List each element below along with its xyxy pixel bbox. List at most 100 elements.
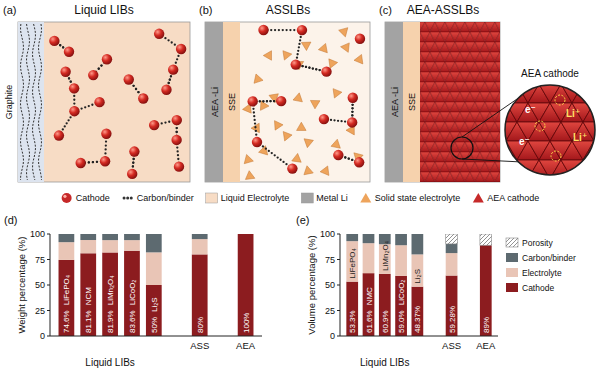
- panel-letter: (d): [4, 214, 17, 226]
- value-label: 83.6%: [128, 310, 137, 333]
- sse-particle: [301, 42, 311, 50]
- tick-label: 0: [40, 331, 45, 341]
- carbon-dot: [66, 122, 68, 124]
- carbon-dot: [297, 50, 299, 52]
- aea-grain: [495, 84, 517, 103]
- sse-particle: [341, 43, 350, 52]
- category-label: AEA: [236, 340, 256, 351]
- cathode-particle: [149, 120, 159, 130]
- tick-label: 75: [35, 255, 45, 265]
- cathode-particle: [297, 25, 307, 35]
- metal-li: [205, 22, 223, 182]
- carbon-dot: [177, 154, 179, 156]
- bar-segment: [480, 245, 492, 336]
- carbon-dot: [301, 65, 303, 67]
- carbon-dot: [312, 67, 314, 69]
- strip-label: Graphite: [4, 85, 14, 120]
- carbon-dot: [73, 95, 75, 97]
- cathode-particle: [76, 158, 86, 168]
- aea-grain: [473, 141, 495, 160]
- sse-particle: [251, 123, 259, 133]
- carbon-dot: [175, 62, 177, 64]
- bars: [59, 234, 254, 336]
- carbon-dot: [253, 115, 255, 117]
- zoom-line: [462, 159, 518, 162]
- value-label: 74.6%: [62, 310, 71, 333]
- carbon-dot: [104, 152, 106, 154]
- aea-grain: [484, 141, 506, 160]
- carbon-dot: [132, 85, 134, 87]
- carbon-dot: [301, 65, 303, 67]
- panel-letter: (e): [296, 214, 309, 226]
- carbon-dot: [98, 68, 100, 70]
- carbon-dot: [266, 100, 268, 102]
- cathode-particle: [100, 156, 110, 166]
- sse-particle: [254, 74, 263, 83]
- carbon-dot: [100, 64, 102, 66]
- carbon-dot: [259, 100, 261, 102]
- carbon-dot: [62, 46, 64, 48]
- carbon-dot: [253, 119, 255, 121]
- legend-label: Liquid Electrolyte: [221, 193, 290, 203]
- carbon-dot: [105, 140, 107, 142]
- carbon-dot: [176, 131, 178, 133]
- aea-grain: [484, 160, 506, 179]
- carbon-dot: [73, 102, 75, 104]
- aea-grain: [495, 22, 500, 32]
- legend-label: Solid state electrolyte: [375, 193, 461, 203]
- category-label: LiCoO₂: [397, 280, 406, 306]
- carbon-dot: [298, 43, 300, 45]
- carbon-dot: [308, 67, 310, 69]
- carbon-dot: [67, 119, 69, 121]
- carbon-dot: [273, 100, 275, 102]
- tick: [47, 336, 50, 337]
- tick: [337, 234, 340, 235]
- value-label: 80%: [196, 317, 205, 333]
- carbon-dot: [255, 134, 257, 136]
- strip-label: AEA -Li: [390, 87, 400, 117]
- strip-label: SSE: [227, 93, 237, 111]
- aea-cathode-layer: [420, 22, 500, 182]
- carbon-dot: [133, 158, 135, 160]
- value-label: 89%: [482, 317, 491, 333]
- carbon-dot: [279, 159, 281, 161]
- bar-segment: [59, 260, 75, 336]
- cathode-particle: [355, 34, 365, 44]
- category-label: Li₂S: [413, 269, 422, 284]
- tick-label: 25: [325, 306, 335, 316]
- carbon-dot: [351, 111, 353, 113]
- cathode-particle: [319, 114, 329, 124]
- bar-segment: [59, 234, 75, 242]
- sse-particle: [310, 100, 320, 108]
- panel-title: Liquid LIBs: [74, 3, 133, 17]
- legend-swatch: [360, 193, 371, 203]
- bar-segment: [395, 276, 407, 336]
- legend-label: Porosity: [522, 238, 553, 248]
- carbon-dot: [351, 159, 353, 161]
- cathode-particle: [127, 169, 137, 179]
- value-label: 61.6%: [365, 310, 374, 333]
- cathode-particle: [354, 157, 364, 167]
- sse-particle: [283, 132, 292, 141]
- aea-grain: [517, 103, 539, 122]
- tick: [337, 259, 340, 260]
- legend-label: Cathode: [76, 193, 110, 203]
- cathode-particle: [252, 137, 262, 147]
- bar-segment: [124, 251, 140, 336]
- sse-layer: [223, 22, 240, 182]
- carbon-dot: [293, 29, 295, 31]
- bar-segment: [102, 240, 118, 252]
- bar-segment: [346, 234, 358, 235]
- aea-grain: [583, 84, 600, 103]
- aea-grain: [495, 72, 500, 82]
- bar-segment: [363, 243, 375, 273]
- sse-particle: [331, 139, 340, 148]
- carbon-dot: [319, 69, 321, 71]
- aea-grain: [484, 122, 506, 141]
- carbon-dot: [84, 106, 86, 108]
- figure: (a)Liquid LIBs(b)ASSLBs(c)AEA-ASSLBsGrap…: [0, 0, 600, 386]
- carbon-dot: [174, 44, 176, 46]
- carbon-dot: [170, 75, 172, 77]
- sse-particle: [304, 166, 313, 175]
- sse-particle: [339, 28, 348, 37]
